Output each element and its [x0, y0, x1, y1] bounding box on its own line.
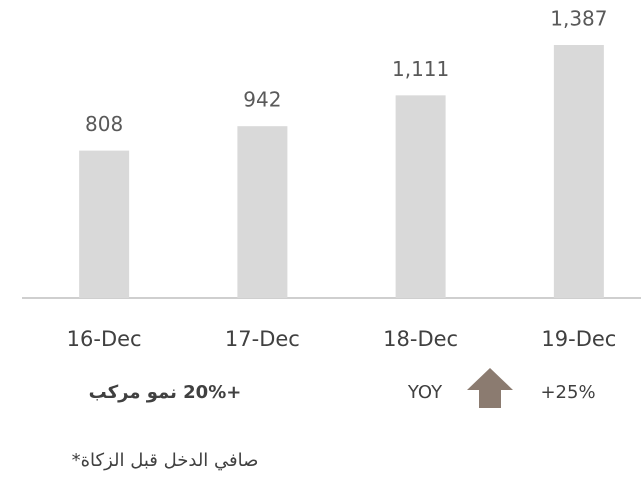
yoy-value: +25% — [540, 382, 595, 403]
bar — [237, 126, 288, 298]
value-label: 1,111 — [392, 57, 449, 81]
cagr-note: +20% نمو مركب — [89, 382, 242, 403]
footnote: صافي الدخل قبل الزكاة* — [72, 450, 259, 471]
x-tick-label: 16-Dec — [67, 327, 142, 351]
bar — [395, 95, 446, 298]
value-label: 942 — [243, 88, 281, 112]
bar — [553, 45, 604, 298]
x-tick-label: 18-Dec — [383, 327, 458, 351]
value-label: 1,387 — [550, 7, 607, 31]
yoy-label: YOY — [407, 382, 443, 403]
value-label: 808 — [85, 112, 123, 136]
x-tick-label: 19-Dec — [541, 327, 616, 351]
x-tick-label: 17-Dec — [225, 327, 300, 351]
bar — [79, 150, 130, 298]
up-arrow — [467, 368, 513, 408]
